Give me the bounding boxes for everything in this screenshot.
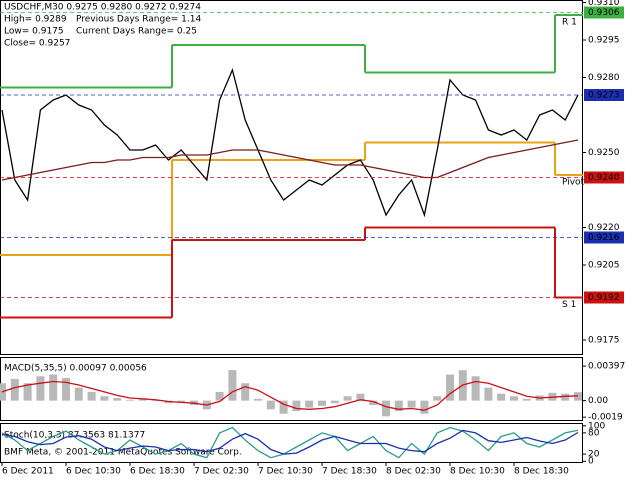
- x-tick-label: 6 Dec 18:30: [130, 467, 185, 477]
- bar: [62, 378, 70, 401]
- x-tick-label: 6 Dec 10:30: [66, 467, 121, 477]
- bar: [279, 400, 288, 414]
- price-level-label: 0.9216: [588, 233, 620, 243]
- bar: [113, 398, 122, 401]
- x-tick-label: 7 Dec 10:30: [258, 467, 313, 477]
- bar: [318, 400, 326, 406]
- bar: [561, 393, 570, 401]
- price-level-box: [584, 6, 624, 19]
- bar: [394, 400, 403, 412]
- bar: [420, 400, 429, 414]
- y-tick-label: 0.9280: [588, 73, 620, 83]
- price-level-label: 0.9273: [588, 91, 620, 101]
- y-tick-label: 0.9250: [588, 148, 620, 158]
- bar: [228, 370, 237, 401]
- bar: [369, 400, 378, 405]
- annotation: Close= 0.9257: [4, 39, 70, 49]
- price-level-box: [584, 231, 624, 244]
- level-label: Pivot: [562, 178, 585, 188]
- price-level-box: [584, 171, 624, 184]
- stoch-line: [1, 426, 579, 459]
- bar: [330, 400, 339, 404]
- y-tick-label: 0: [588, 457, 594, 467]
- bar: [10, 378, 19, 401]
- y-tick-label: 20: [588, 450, 600, 460]
- stoch-label: Stoch(10,3,3) 87.3563 81.1377: [4, 431, 145, 441]
- price-level-label: 0.9306: [588, 8, 620, 18]
- bar: [74, 387, 83, 401]
- price-level-box: [584, 291, 624, 304]
- bar: [356, 393, 365, 401]
- bar: [343, 396, 352, 401]
- bar: [382, 400, 390, 417]
- annotation: High= 0.9289: [4, 15, 67, 25]
- y-tick-label: 80: [588, 428, 600, 438]
- x-tick-label: 8 Dec 10:30: [450, 467, 505, 477]
- x-tick-label: 8 Dec 02:30: [386, 467, 441, 477]
- bar: [407, 400, 416, 408]
- stoch-frame: [0, 423, 583, 463]
- x-tick-label: 7 Dec 18:30: [322, 467, 377, 477]
- x-tick-label: 6 Dec 2011: [2, 467, 54, 477]
- bar: [126, 399, 134, 401]
- bar: [446, 374, 454, 401]
- x-tick-label: 7 Dec 02:30: [194, 467, 249, 477]
- y-tick-label: 0.9310: [588, 0, 620, 8]
- credit: BMF Meta, © 2001-2011 MetaQuotes Softwar…: [4, 448, 242, 458]
- y-tick-label: 0.9220: [588, 223, 620, 233]
- price-level-label: 0.9192: [588, 293, 620, 303]
- y-tick-label: 0.9205: [588, 261, 620, 271]
- bar: [522, 398, 531, 401]
- bar: [266, 400, 275, 410]
- price-line: [1, 67, 579, 218]
- price-level-box: [584, 89, 624, 101]
- annotation: Low= 0.9175: [4, 27, 64, 37]
- bar: [497, 393, 506, 401]
- bar: [49, 374, 58, 401]
- level-label: S 1: [562, 300, 576, 310]
- bar: [100, 396, 109, 401]
- macd-label: MACD(5,35,5) 0.00097 0.00056: [4, 364, 147, 374]
- y-tick-label: 0.9175: [588, 336, 620, 346]
- x-tick-label: 8 Dec 18:30: [514, 467, 569, 477]
- y-tick-label: 0.00: [588, 396, 608, 406]
- bar: [87, 391, 96, 401]
- bar: [254, 398, 262, 401]
- bar: [471, 376, 480, 401]
- bar: [433, 396, 442, 401]
- bar: [305, 400, 314, 408]
- bar: [177, 400, 186, 403]
- y-tick-label: 0.9295: [588, 36, 620, 46]
- stoch-line: [1, 429, 579, 455]
- bar: [23, 383, 32, 401]
- y-tick-label: -0.0019: [588, 413, 623, 423]
- bar: [510, 396, 518, 401]
- title: USDCHF,M30 0.9275 0.9280 0.9272 0.9274: [4, 3, 201, 13]
- annotation: Previous Days Range= 1.14: [76, 15, 201, 25]
- y-tick-label: 0.00397: [588, 362, 625, 372]
- bar: [484, 387, 493, 401]
- bar: [241, 383, 250, 401]
- level-label: R 1: [562, 18, 577, 28]
- signal-line: [1, 380, 579, 411]
- bar: [36, 376, 45, 401]
- annotation: Current Days Range= 0.25: [76, 27, 197, 37]
- price-level-label: 0.9240: [588, 173, 620, 183]
- bar: [215, 391, 224, 401]
- y-tick-label: 100: [588, 421, 605, 431]
- price-line: [1, 139, 579, 181]
- bar: [151, 400, 160, 402]
- bar: [292, 400, 301, 412]
